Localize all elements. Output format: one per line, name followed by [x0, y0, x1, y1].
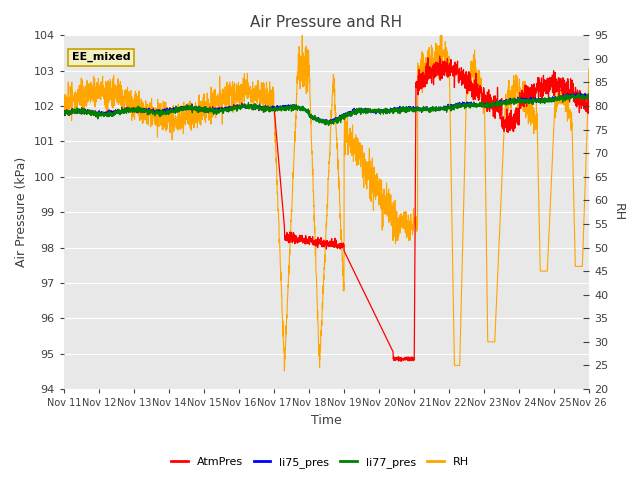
- X-axis label: Time: Time: [311, 414, 342, 427]
- Title: Air Pressure and RH: Air Pressure and RH: [250, 15, 403, 30]
- Text: EE_mixed: EE_mixed: [72, 52, 130, 62]
- Y-axis label: RH: RH: [612, 203, 625, 221]
- Y-axis label: Air Pressure (kPa): Air Pressure (kPa): [15, 157, 28, 267]
- Legend: AtmPres, li75_pres, li77_pres, RH: AtmPres, li75_pres, li77_pres, RH: [166, 452, 474, 472]
